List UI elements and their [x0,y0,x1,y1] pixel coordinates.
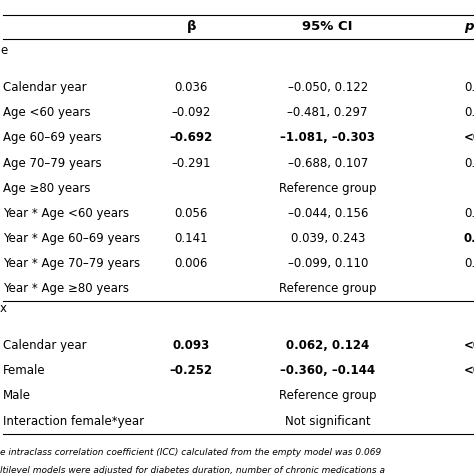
Text: –0.481, 0.297: –0.481, 0.297 [287,106,368,119]
Text: e: e [0,44,7,57]
Text: 0.039, 0.243: 0.039, 0.243 [291,232,365,245]
Text: β: β [187,19,196,33]
Text: Female: Female [3,365,46,377]
Text: –0.688, 0.107: –0.688, 0.107 [288,156,368,170]
Text: Year * Age <60 years: Year * Age <60 years [3,207,129,220]
Text: 0.141: 0.141 [174,232,208,245]
Text: <0.0: <0.0 [464,365,474,377]
Text: Male: Male [3,390,31,402]
Text: –0.050, 0.122: –0.050, 0.122 [288,81,368,94]
Text: e intraclass correlation coefficient (ICC) calculated from the empty model was 0: e intraclass correlation coefficient (IC… [0,448,381,457]
Text: –0.044, 0.156: –0.044, 0.156 [288,207,368,220]
Text: 0.036: 0.036 [175,81,208,94]
Text: 0.27: 0.27 [464,207,474,220]
Text: Age ≥80 years: Age ≥80 years [3,182,91,195]
Text: Calendar year: Calendar year [3,81,87,94]
Text: Year * Age 60–69 years: Year * Age 60–69 years [3,232,140,245]
Text: Not significant: Not significant [285,415,371,428]
Text: Year * Age ≥80 years: Year * Age ≥80 years [3,282,129,295]
Text: Reference group: Reference group [279,182,376,195]
Text: Reference group: Reference group [279,390,376,402]
Text: Age <60 years: Age <60 years [3,106,91,119]
Text: ltilevel models were adjusted for diabetes duration, number of chronic medicatio: ltilevel models were adjusted for diabet… [0,466,385,474]
Text: 0.6: 0.6 [464,106,474,119]
Text: –0.099, 0.110: –0.099, 0.110 [288,257,368,270]
Text: Calendar year: Calendar year [3,339,87,352]
Text: Interaction female*year: Interaction female*year [3,415,144,428]
Text: Age 60–69 years: Age 60–69 years [3,131,101,145]
Text: <0.0: <0.0 [464,131,474,145]
Text: 0.9: 0.9 [464,257,474,270]
Text: x: x [0,302,7,315]
Text: <0.0: <0.0 [464,339,474,352]
Text: 95% CI: 95% CI [302,19,353,33]
Text: –0.092: –0.092 [172,106,211,119]
Text: Reference group: Reference group [279,282,376,295]
Text: Year * Age 70–79 years: Year * Age 70–79 years [3,257,140,270]
Text: 0.4: 0.4 [464,81,474,94]
Text: –0.692: –0.692 [170,131,213,145]
Text: 0.15: 0.15 [464,156,474,170]
Text: –1.081, –0.303: –1.081, –0.303 [280,131,375,145]
Text: 0.006: 0.006 [175,257,208,270]
Text: p: p [464,19,474,33]
Text: 0.056: 0.056 [175,207,208,220]
Text: Age 70–79 years: Age 70–79 years [3,156,101,170]
Text: –0.291: –0.291 [172,156,211,170]
Text: –0.252: –0.252 [170,365,213,377]
Text: –0.360, –0.144: –0.360, –0.144 [280,365,375,377]
Text: 0.093: 0.093 [173,339,210,352]
Text: 0.00: 0.00 [464,232,474,245]
Text: 0.062, 0.124: 0.062, 0.124 [286,339,369,352]
